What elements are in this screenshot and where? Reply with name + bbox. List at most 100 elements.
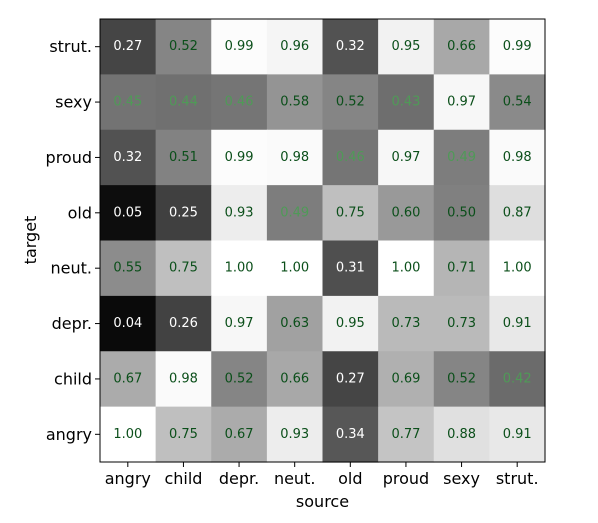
cell-value-label: 0.91	[503, 316, 532, 331]
cell-value-label: 0.67	[113, 371, 142, 386]
cell-value-label: 0.73	[391, 316, 420, 331]
heatmap-cell	[433, 19, 490, 75]
heatmap-cell	[433, 351, 490, 408]
heatmap-cell	[100, 406, 157, 463]
cell-value-label: 0.58	[280, 95, 309, 110]
cell-value-label: 0.34	[336, 427, 365, 442]
heatmap-cell	[489, 129, 546, 186]
heatmap-cell	[266, 351, 324, 408]
heatmap-cell	[378, 74, 435, 131]
heatmap-cell	[266, 129, 324, 186]
x-tick-label: old	[338, 469, 362, 488]
heatmap-cell	[211, 19, 268, 75]
cell-value-label: 0.97	[225, 316, 254, 331]
cell-value-label: 0.51	[169, 150, 198, 165]
heatmap-cell	[322, 406, 379, 463]
cell-value-label: 0.42	[503, 371, 532, 386]
y-tick-label: child	[54, 369, 92, 388]
heatmap-cell	[433, 406, 490, 463]
x-tick-label: child	[164, 469, 202, 488]
x-axis-ticks: angry child depr. neut. old proud sexy strut.	[105, 462, 539, 488]
cell-value-label: 0.98	[503, 150, 532, 165]
cell-value-label: 0.66	[280, 371, 309, 386]
x-axis-label: source	[296, 492, 349, 511]
heatmap-cell	[489, 351, 546, 408]
heatmap-cell	[322, 185, 379, 242]
cell-value-label: 0.75	[336, 205, 365, 220]
cell-value-label: 0.73	[447, 316, 476, 331]
cell-value-label: 0.46	[336, 150, 365, 165]
cell-value-label: 0.27	[113, 39, 142, 54]
cell-value-label: 0.95	[336, 316, 365, 331]
heatmap-cell	[322, 129, 379, 186]
heatmap-cell	[378, 19, 435, 75]
cell-value-label: 0.66	[447, 39, 476, 54]
cell-value-label: 0.97	[447, 95, 476, 110]
heatmap-cell	[100, 351, 157, 408]
cell-value-label: 0.75	[169, 427, 198, 442]
cell-value-label: 0.52	[447, 371, 476, 386]
heatmap-cell	[489, 240, 546, 297]
heatmap-cell	[211, 406, 268, 463]
cell-value-label: 0.55	[113, 261, 142, 276]
heatmap-cell	[433, 240, 490, 297]
heatmap-cell	[211, 295, 268, 352]
heatmap-cell	[433, 295, 490, 352]
heatmap-cell	[155, 19, 212, 75]
cell-value-label: 0.31	[336, 261, 365, 276]
cell-value-label: 1.00	[280, 261, 309, 276]
x-tick-label: angry	[105, 469, 151, 488]
heatmap-cell	[266, 185, 324, 242]
cell-value-label: 0.88	[447, 427, 476, 442]
cell-value-label: 0.26	[169, 316, 198, 331]
cell-value-label: 0.52	[169, 39, 198, 54]
heatmap-cell	[489, 74, 546, 131]
y-tick-label: depr.	[52, 314, 92, 333]
x-tick-label: depr.	[219, 469, 259, 488]
heatmap-cell	[266, 19, 324, 75]
cell-value-label: 0.46	[225, 95, 254, 110]
heatmap-cell	[433, 185, 490, 242]
heatmap-cell	[489, 295, 546, 352]
heatmap-cell	[155, 185, 212, 242]
heatmap-cell	[322, 295, 379, 352]
heatmap-cell	[211, 185, 268, 242]
cell-value-label: 0.75	[169, 261, 198, 276]
heatmap-cell	[489, 406, 546, 463]
heatmap-cell	[211, 351, 268, 408]
heatmap-cell	[433, 74, 490, 131]
cell-value-label: 0.52	[225, 371, 254, 386]
heatmap-cell	[378, 129, 435, 186]
heatmap-cell	[322, 240, 379, 297]
heatmap-cell	[211, 129, 268, 186]
cell-value-label: 0.67	[225, 427, 254, 442]
cell-value-label: 0.52	[336, 95, 365, 110]
heatmap-cell	[489, 185, 546, 242]
cell-value-label: 0.05	[113, 205, 142, 220]
cell-value-label: 0.27	[336, 371, 365, 386]
heatmap-cell	[100, 295, 157, 352]
y-tick-label: angry	[46, 425, 92, 444]
cell-value-label: 0.99	[225, 39, 254, 54]
heatmap-cell	[433, 129, 490, 186]
heatmap-cell	[378, 295, 435, 352]
cell-value-label: 0.54	[503, 95, 532, 110]
cell-value-label: 0.95	[391, 39, 420, 54]
x-tick-label: proud	[383, 469, 429, 488]
heatmap-cell	[155, 240, 212, 297]
y-tick-label: proud	[46, 148, 92, 167]
heatmap-cell	[100, 19, 157, 75]
cell-value-label: 0.99	[225, 150, 254, 165]
cell-value-label: 0.60	[391, 205, 420, 220]
heatmap-cell	[155, 406, 212, 463]
cell-value-label: 0.99	[503, 39, 532, 54]
heatmap-cell	[266, 240, 324, 297]
heatmap-cell	[378, 240, 435, 297]
cell-value-label: 0.77	[391, 427, 420, 442]
cell-value-label: 0.44	[169, 95, 198, 110]
cell-value-label: 0.49	[280, 205, 309, 220]
heatmap-cell	[266, 295, 324, 352]
cell-value-label: 1.00	[503, 261, 532, 276]
heatmap-cell	[266, 406, 324, 463]
